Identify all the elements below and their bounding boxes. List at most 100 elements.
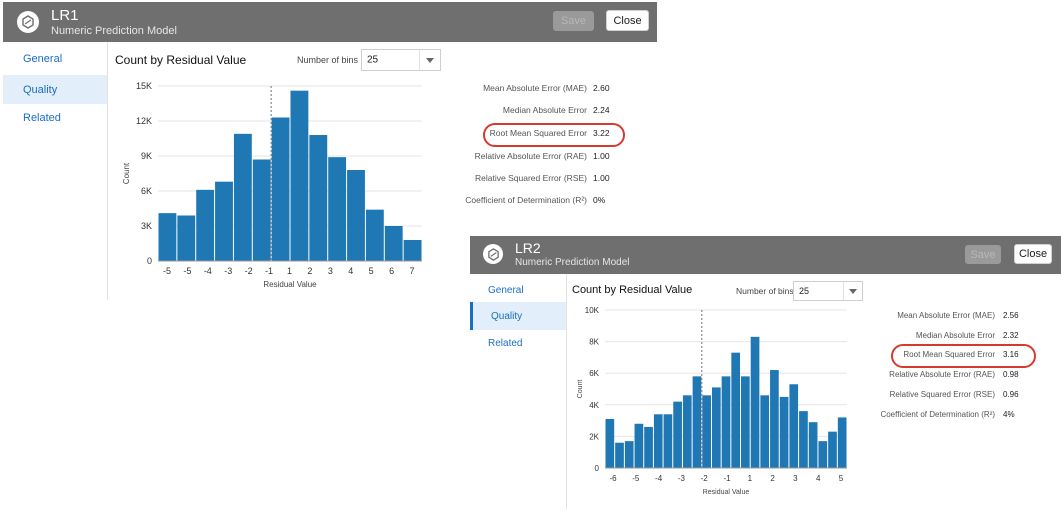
nav-item-general[interactable]: General: [3, 46, 107, 72]
x-tick-label: 4: [348, 266, 353, 276]
histogram-bar[interactable]: [682, 395, 692, 468]
x-tick-label: 3: [793, 474, 798, 483]
histogram-bar[interactable]: [215, 181, 233, 261]
histogram-bar[interactable]: [605, 419, 615, 468]
metric-rae: Relative Absolute Error (RAE) 1.00: [453, 151, 643, 165]
bins-label: Number of bins: [297, 55, 359, 65]
y-tick-label: 0: [147, 256, 152, 266]
histogram-bar[interactable]: [818, 441, 828, 468]
histogram-bar[interactable]: [741, 376, 750, 468]
panel-title: LR1: [51, 7, 79, 24]
metric-label: Root Mean Squared Error: [489, 128, 587, 138]
histogram-bar[interactable]: [290, 90, 309, 262]
histogram-bar[interactable]: [721, 376, 731, 468]
histogram-bar[interactable]: [634, 423, 644, 468]
histogram-bar[interactable]: [828, 431, 837, 468]
nav-item-label: Related: [23, 112, 61, 124]
histogram-bar[interactable]: [702, 395, 711, 468]
y-tick-label: 9K: [141, 151, 152, 161]
x-tick-label: -3: [678, 474, 686, 483]
nav-item-label: Related: [488, 337, 523, 349]
metric-rse: Relative Squared Error (RSE) 0.96: [875, 390, 1055, 403]
histogram-bar[interactable]: [177, 215, 196, 262]
histogram-bar[interactable]: [196, 189, 215, 261]
x-tick-label: -5: [163, 266, 171, 276]
nav-item-quality[interactable]: Quality: [470, 302, 566, 330]
histogram-bar[interactable]: [760, 395, 770, 468]
model-icon: [483, 244, 503, 264]
histogram-bar[interactable]: [365, 209, 384, 261]
histogram-bar[interactable]: [808, 422, 818, 468]
chevron-down-icon: [843, 282, 862, 300]
bins-select[interactable]: 25: [361, 49, 441, 71]
histogram-bar[interactable]: [347, 170, 365, 261]
chart-title: Count by Residual Value: [115, 53, 247, 67]
metric-label: Root Mean Squared Error: [903, 350, 995, 359]
nav-item-general[interactable]: General: [470, 278, 566, 302]
x-tick-label: 5: [369, 266, 374, 276]
save-button[interactable]: Save: [965, 245, 1001, 264]
nav-item-label: General: [488, 284, 524, 296]
histogram-bar[interactable]: [731, 352, 741, 468]
side-nav: General Quality Related: [470, 274, 567, 509]
x-tick-label: -3: [224, 266, 232, 276]
histogram-bar[interactable]: [233, 133, 252, 261]
metric-label: Relative Squared Error (RSE): [889, 390, 995, 399]
histogram-bar[interactable]: [750, 336, 760, 468]
metric-value: 0.98: [1003, 370, 1019, 379]
histogram-bar[interactable]: [673, 401, 682, 468]
x-tick-label: 4: [816, 474, 821, 483]
nav-item-quality[interactable]: Quality: [3, 75, 107, 104]
x-tick-label: 3: [328, 266, 333, 276]
metric-value: 4%: [1003, 410, 1015, 419]
x-tick-label: 1: [287, 266, 292, 276]
histogram-bar[interactable]: [271, 117, 290, 262]
y-tick-label: 8K: [589, 338, 599, 347]
y-axis-title: Count: [122, 162, 131, 184]
histogram-bar[interactable]: [384, 226, 403, 261]
histogram-bar[interactable]: [711, 387, 721, 468]
histogram-bar[interactable]: [779, 396, 789, 468]
metric-value: 1.00: [593, 173, 610, 183]
y-tick-label: 4K: [589, 401, 599, 410]
metric-label: Median Absolute Error: [915, 331, 995, 340]
close-button[interactable]: Close: [1014, 244, 1052, 264]
nav-item-related[interactable]: Related: [470, 331, 566, 355]
histogram-bar[interactable]: [403, 240, 422, 261]
panel-subtitle: Numeric Prediction Model: [51, 25, 177, 37]
bins-select[interactable]: 25: [793, 281, 863, 301]
histogram-bar[interactable]: [328, 157, 347, 261]
histogram-bar[interactable]: [158, 213, 177, 261]
x-tick-label: 1: [748, 474, 753, 483]
histogram-bar[interactable]: [799, 411, 808, 468]
histogram-bar[interactable]: [653, 414, 663, 468]
y-tick-label: 10K: [585, 306, 600, 315]
histogram-bar[interactable]: [770, 370, 779, 468]
rmse-highlight: [483, 123, 625, 147]
metric-value: 2.56: [1003, 311, 1019, 320]
x-tick-label: 2: [770, 474, 775, 483]
histogram-bar[interactable]: [624, 441, 634, 468]
histogram-bar[interactable]: [663, 414, 673, 468]
histogram-bar[interactable]: [692, 376, 702, 468]
save-button[interactable]: Save: [553, 11, 594, 31]
metric-r2: Coefficient of Determination (R²) 0%: [453, 195, 643, 209]
chevron-down-icon: [419, 50, 440, 70]
metric-r2: Coefficient of Determination (R²) 4%: [875, 410, 1055, 423]
histogram-bar[interactable]: [644, 426, 653, 468]
histogram-bar[interactable]: [309, 135, 328, 261]
metric-mae: Mean Absolute Error (MAE) 2.56: [875, 311, 1055, 324]
x-tick-label: 7: [409, 266, 414, 276]
histogram-bar[interactable]: [252, 159, 271, 262]
close-button[interactable]: Close: [606, 10, 649, 31]
metric-rmse: Root Mean Squared Error 3.22: [453, 128, 643, 142]
y-tick-label: 15K: [136, 81, 152, 91]
nav-item-related[interactable]: Related: [3, 105, 107, 131]
histogram-bar[interactable]: [789, 384, 799, 468]
x-tick-label: -5: [632, 474, 640, 483]
histogram-bar[interactable]: [615, 442, 624, 468]
histogram-bar[interactable]: [837, 417, 847, 468]
x-axis-title: Residual Value: [703, 489, 750, 496]
metrics-list: Mean Absolute Error (MAE) 2.60 Median Ab…: [453, 80, 643, 220]
x-tick-label: -5: [183, 266, 191, 276]
